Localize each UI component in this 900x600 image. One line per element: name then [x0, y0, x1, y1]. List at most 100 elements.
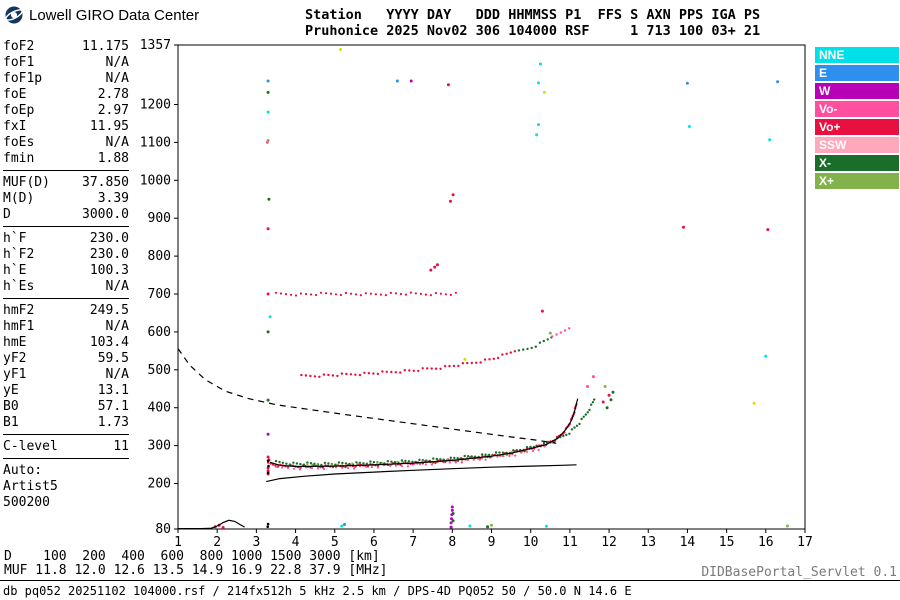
- auto-block: Auto: Artist5 500200: [3, 463, 129, 511]
- legend-item-X: X-: [815, 155, 899, 171]
- d-row: D 100 200 400 600 800 1000 1500 3000 [km…: [4, 549, 380, 564]
- param-row-hmE: hmE 103.4: [3, 335, 129, 351]
- param-row-MUFD: MUF(D) 37.850: [3, 175, 129, 191]
- param-row-MD: M(D) 3.39: [3, 191, 129, 207]
- svg-text:12: 12: [601, 535, 617, 550]
- param-row-foF1: foF1 N/A: [3, 55, 129, 71]
- legend-item-Vo: Vo-: [815, 101, 899, 117]
- param-value: 249.5: [89, 303, 129, 318]
- svg-text:14: 14: [680, 535, 696, 550]
- file-info-line: db pq052 20251102 104000.rsf / 214fx512h…: [3, 584, 632, 598]
- param-label: yE: [3, 383, 19, 398]
- param-value: N/A: [105, 279, 129, 294]
- param-row-hF: h`F 230.0: [3, 231, 129, 247]
- legend-item-SSW: SSW: [815, 137, 899, 153]
- param-row-hEs: h`Es N/A: [3, 279, 129, 295]
- svg-text:2: 2: [213, 535, 221, 550]
- param-value: N/A: [105, 319, 129, 334]
- legend-item-X: X+: [815, 173, 899, 189]
- svg-text:13: 13: [640, 535, 656, 550]
- param-panel: foF2 11.175 foF1 N/A foF1p N/A foE 2.78 foEp 2.97…: [3, 39, 129, 511]
- param-label: foF1: [3, 55, 35, 70]
- param-label: MUF(D): [3, 175, 50, 190]
- svg-text:7: 7: [409, 535, 417, 550]
- param-label: foF2: [3, 39, 35, 54]
- param-row-yF1: yF1 N/A: [3, 367, 129, 383]
- param-value: N/A: [105, 135, 129, 150]
- param-row-yF2: yF2 59.5: [3, 351, 129, 367]
- param-value: 2.78: [97, 87, 129, 102]
- param-row-fxI: fxI 11.95: [3, 119, 129, 135]
- svg-text:16: 16: [758, 535, 774, 550]
- param-row-foE: foE 2.78: [3, 87, 129, 103]
- svg-text:1200: 1200: [140, 98, 171, 113]
- param-value: 13.1: [97, 383, 129, 398]
- trace-lines: [177, 348, 579, 530]
- svg-text:200: 200: [148, 477, 171, 492]
- svg-text:400: 400: [148, 401, 171, 416]
- svg-text:11: 11: [562, 535, 578, 550]
- param-value: 1.73: [97, 415, 129, 430]
- brand: Lowell GIRO Data Center: [4, 5, 199, 25]
- param-value: 230.0: [89, 247, 129, 262]
- svg-text:10: 10: [523, 535, 539, 550]
- legend-item-NNE: NNE: [815, 47, 899, 63]
- param-value: 2.97: [97, 103, 129, 118]
- svg-text:17: 17: [797, 535, 812, 550]
- svg-text:5: 5: [331, 535, 339, 550]
- param-label: hmF2: [3, 303, 35, 318]
- legend-item-W: W: [815, 83, 899, 99]
- param-label: h`Es: [3, 279, 35, 294]
- legend-item-Vo: Vo+: [815, 119, 899, 135]
- param-row-D: D 3000.0: [3, 207, 129, 223]
- svg-text:1000: 1000: [140, 173, 171, 188]
- echo-legend: NNE E W Vo- Vo+ SSW X- X+: [815, 47, 899, 191]
- param-row-Clevel: C-level 11: [3, 439, 129, 455]
- param-label: foEs: [3, 135, 35, 150]
- param-group: h`F 230.0 h`F2 230.0 h`E 100.3 h`Es N/A: [3, 231, 129, 299]
- param-label: M(D): [3, 191, 35, 206]
- station-header-line1: Station YYYY DAY DDD HHMMSS P1 FFS S AXN…: [305, 7, 761, 23]
- y-axis: 80 200 300 400 500 600 700 800 900 1000 1100 1200 13…: [140, 38, 178, 537]
- brand-title: Lowell GIRO Data Center: [29, 6, 200, 24]
- param-label: B1: [3, 415, 19, 430]
- svg-text:1100: 1100: [140, 135, 171, 150]
- param-value: 37.850: [82, 175, 129, 190]
- svg-text:15: 15: [719, 535, 735, 550]
- param-value: 103.4: [89, 335, 129, 350]
- param-label: C-level: [3, 439, 58, 454]
- svg-text:900: 900: [148, 211, 171, 226]
- param-row-B0: B0 57.1: [3, 399, 129, 415]
- param-value: 59.5: [97, 351, 129, 366]
- station-header-line2: Pruhonice 2025 Nov02 306 104000 RSF 1 71…: [305, 23, 761, 39]
- param-group: C-level 11: [3, 439, 129, 459]
- param-label: foF1p: [3, 71, 43, 86]
- param-label: yF1: [3, 367, 27, 382]
- param-value: 1.88: [97, 151, 129, 166]
- auto-line: Artist5: [3, 479, 58, 494]
- param-value: 230.0: [89, 231, 129, 246]
- param-label: fxI: [3, 119, 27, 134]
- param-row-foF2: foF2 11.175: [3, 39, 129, 55]
- param-label: h`F2: [3, 247, 35, 262]
- x-axis: 1 2 3 4 5 6 7 8 9 10 11 12 13 14 15 16 17: [174, 529, 812, 550]
- dmuf-table: D 100 200 400 600 800 1000 1500 3000 [km…: [4, 550, 388, 578]
- svg-text:500: 500: [148, 363, 171, 378]
- auto-line: 500200: [3, 495, 50, 510]
- svg-text:6: 6: [370, 535, 378, 550]
- noise-dots: [213, 48, 789, 529]
- echo-dots: [266, 291, 596, 471]
- lowell-logo-icon: [5, 6, 23, 24]
- param-label: foE: [3, 87, 27, 102]
- svg-text:300: 300: [148, 439, 171, 454]
- param-row-foEs: foEs N/A: [3, 135, 129, 151]
- param-row-hF2: h`F2 230.0: [3, 247, 129, 263]
- param-group: foF2 11.175 foF1 N/A foF1p N/A foE 2.78 foEp 2.97…: [3, 39, 129, 171]
- param-value: 11: [113, 439, 129, 454]
- svg-text:1357: 1357: [140, 38, 171, 53]
- param-groups: foF2 11.175 foF1 N/A foF1p N/A foE 2.78 foEp 2.97…: [3, 39, 129, 459]
- param-label: fmin: [3, 151, 35, 166]
- bottom-divider: [0, 580, 900, 581]
- param-label: hmF1: [3, 319, 35, 334]
- param-label: h`F: [3, 231, 27, 246]
